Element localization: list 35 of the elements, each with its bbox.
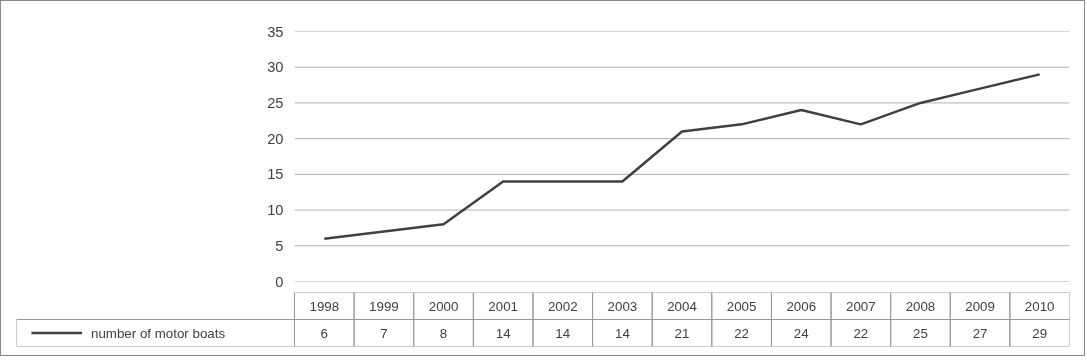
x-tick-label: 2000 <box>428 298 459 314</box>
x-tick-label: 2005 <box>726 298 757 314</box>
x-tick-label: 2002 <box>547 298 578 314</box>
x-tick-label: 2007 <box>846 298 876 314</box>
data-label: 22 <box>853 325 869 341</box>
y-tick-label: 25 <box>267 94 284 111</box>
data-label: 14 <box>495 325 512 341</box>
data-label: 14 <box>614 325 631 341</box>
legend-label: number of motor boats <box>91 325 226 341</box>
x-tick-label: 2001 <box>488 298 518 314</box>
data-label: 8 <box>439 325 448 341</box>
y-tick-label: 30 <box>267 59 284 76</box>
y-tick-label: 5 <box>275 237 284 254</box>
data-label: 7 <box>380 325 388 341</box>
data-label: 22 <box>734 325 750 341</box>
x-tick-label: 1998 <box>309 298 340 314</box>
y-tick-label: 0 <box>275 273 284 290</box>
x-tick-label: 2006 <box>786 298 817 314</box>
x-tick-label: 2004 <box>667 298 698 314</box>
x-tick-label: 2009 <box>965 298 995 314</box>
y-tick-label: 15 <box>267 166 284 183</box>
data-label: 29 <box>1032 325 1048 341</box>
y-tick-label: 20 <box>267 130 284 147</box>
y-tick-label: 35 <box>267 23 284 40</box>
x-tick-label: 2008 <box>905 298 936 314</box>
data-label: 6 <box>320 325 329 341</box>
data-label: 24 <box>793 325 810 341</box>
data-label: 21 <box>674 325 690 341</box>
data-label: 25 <box>913 325 928 341</box>
data-label: 14 <box>555 325 571 341</box>
data-label: 27 <box>972 325 988 341</box>
x-tick-label: 2010 <box>1024 298 1055 314</box>
y-tick-label: 10 <box>267 202 284 219</box>
x-tick-label: 2003 <box>607 298 638 314</box>
x-tick-label: 1999 <box>369 298 399 314</box>
